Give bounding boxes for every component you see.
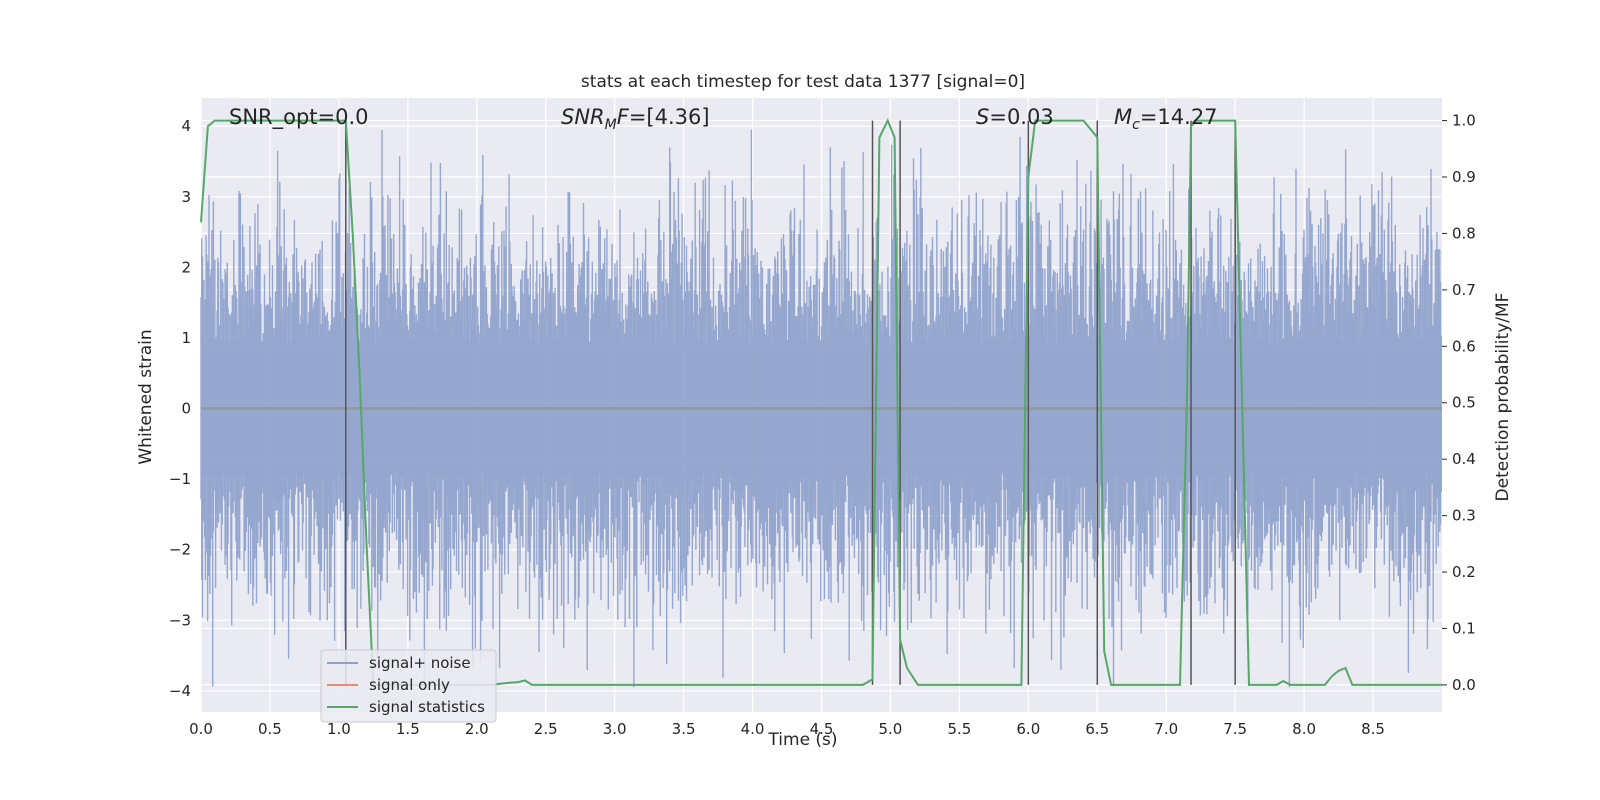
annotation-s: S=0.03 <box>976 105 1054 129</box>
legend-label-noise: signal+ noise <box>369 654 471 672</box>
annotations: SNR_opt=0.0 SNRMF=[4.36] S=0.03 Mc=14.27 <box>229 105 1218 133</box>
x-tick-label: 1.5 <box>396 720 420 738</box>
annotation-snr-opt: SNR_opt=0.0 <box>229 105 369 130</box>
y-right-tick-label: 1.0 <box>1452 112 1476 130</box>
x-tick-label: 2.5 <box>534 720 558 738</box>
y-left-tick-labels: 4 3 2 1 0 −1 −2 −3 −4 <box>169 117 191 700</box>
y-right-tick-label: 0.6 <box>1452 337 1476 355</box>
y-right-tick-label: 0.8 <box>1452 224 1476 242</box>
x-tick-label: 5.0 <box>879 720 903 738</box>
y-right-tick-label: 0.5 <box>1452 394 1476 412</box>
y-left-tick-label: 1 <box>181 329 191 347</box>
y-left-tick-label: 3 <box>181 188 191 206</box>
x-tick-labels: 0.0 0.5 1.0 1.5 2.0 2.5 3.0 3.5 4.0 4.5 5.0 5.5 6.0 6… <box>189 720 1385 738</box>
x-tick-label: 0.5 <box>258 720 282 738</box>
x-tick-label: 6.0 <box>1016 720 1040 738</box>
x-tick-label: 4.5 <box>810 720 834 738</box>
annotation-s-suffix: =0.03 <box>989 105 1053 129</box>
signal-statistics-line <box>200 118 1442 686</box>
legend-label-stats: signal statistics <box>369 698 485 716</box>
y-right-axis-label: Detection probability/MF <box>1493 293 1513 502</box>
y-right-tick-label: 0.4 <box>1452 450 1476 468</box>
x-tick-label: 0.0 <box>189 720 213 738</box>
x-axis-label: Time (s) <box>767 730 837 750</box>
y-left-tick-label: 0 <box>181 400 191 418</box>
detection-vlines-layer <box>345 120 1236 685</box>
y-left-tick-label: 4 <box>181 117 191 135</box>
annotation-snr-mf-suffix-f: F <box>617 105 630 129</box>
y-left-axis-label: Whitened strain <box>136 329 156 464</box>
y-right-tick-label: 0.0 <box>1452 676 1476 694</box>
y-right-tick-label: 0.1 <box>1452 619 1476 637</box>
annotation-mc: Mc=14.27 <box>1114 105 1218 133</box>
y-left-tick-label: −4 <box>169 682 191 700</box>
annotation-mc-sub: c <box>1132 117 1140 133</box>
annotation-mc-suffix: =14.27 <box>1140 105 1218 129</box>
annotation-snr-mf-prefix: SNR <box>561 105 605 129</box>
chart-title: stats at each timestep for test data 137… <box>581 72 1025 92</box>
x-tick-label: 7.0 <box>1154 720 1178 738</box>
y-right-tick-label: 0.2 <box>1452 563 1476 581</box>
x-tick-label: 1.0 <box>327 720 351 738</box>
x-tick-label: 7.5 <box>1223 720 1247 738</box>
signal-statistics-series-layer <box>200 118 1442 686</box>
x-tick-label: 8.0 <box>1292 720 1316 738</box>
annotation-mc-prefix: M <box>1114 105 1132 129</box>
annotation-snr-mf-value: =[4.36] <box>629 105 710 129</box>
annotation-s-prefix: S <box>976 105 989 129</box>
x-tick-label: 4.0 <box>741 720 765 738</box>
legend-box <box>320 649 497 723</box>
y-left-tick-label: 2 <box>181 258 191 276</box>
y-left-tick-label: −1 <box>169 470 191 488</box>
x-tick-label: 5.5 <box>947 720 971 738</box>
x-tick-label: 6.5 <box>1085 720 1109 738</box>
x-tick-label: 2.0 <box>465 720 489 738</box>
legend: signal+ noise signal only signal statist… <box>320 649 497 723</box>
y-right-tick-label: 0.9 <box>1452 168 1476 186</box>
y-left-tick-label: −2 <box>169 541 191 559</box>
x-tick-label: 3.0 <box>603 720 627 738</box>
y-right-tick-labels: 1.0 0.9 0.8 0.7 0.6 0.5 0.4 0.3 0.2 0.1 0.0 <box>1442 112 1476 694</box>
y-left-tick-label: −3 <box>169 611 191 629</box>
x-tick-label: 3.5 <box>672 720 696 738</box>
annotation-snr-mf: SNRMF=[4.36] <box>561 105 710 133</box>
y-right-tick-label: 0.3 <box>1452 507 1476 525</box>
legend-label-signal: signal only <box>369 676 450 694</box>
x-tick-label: 8.5 <box>1361 720 1385 738</box>
annotation-snr-mf-sub: M <box>605 117 617 133</box>
y-right-tick-label: 0.7 <box>1452 281 1476 299</box>
